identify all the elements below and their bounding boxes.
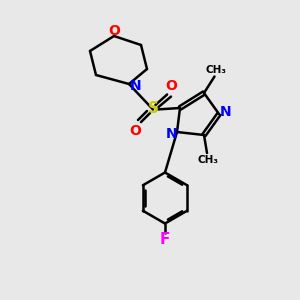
Text: CH₃: CH₃ xyxy=(198,154,219,165)
Text: O: O xyxy=(129,124,141,138)
Text: O: O xyxy=(165,79,177,92)
Text: CH₃: CH₃ xyxy=(206,65,226,75)
Text: S: S xyxy=(148,100,158,116)
Text: N: N xyxy=(220,105,231,118)
Text: O: O xyxy=(108,24,120,38)
Text: N: N xyxy=(166,128,177,141)
Text: F: F xyxy=(160,232,170,247)
Text: N: N xyxy=(130,79,141,92)
